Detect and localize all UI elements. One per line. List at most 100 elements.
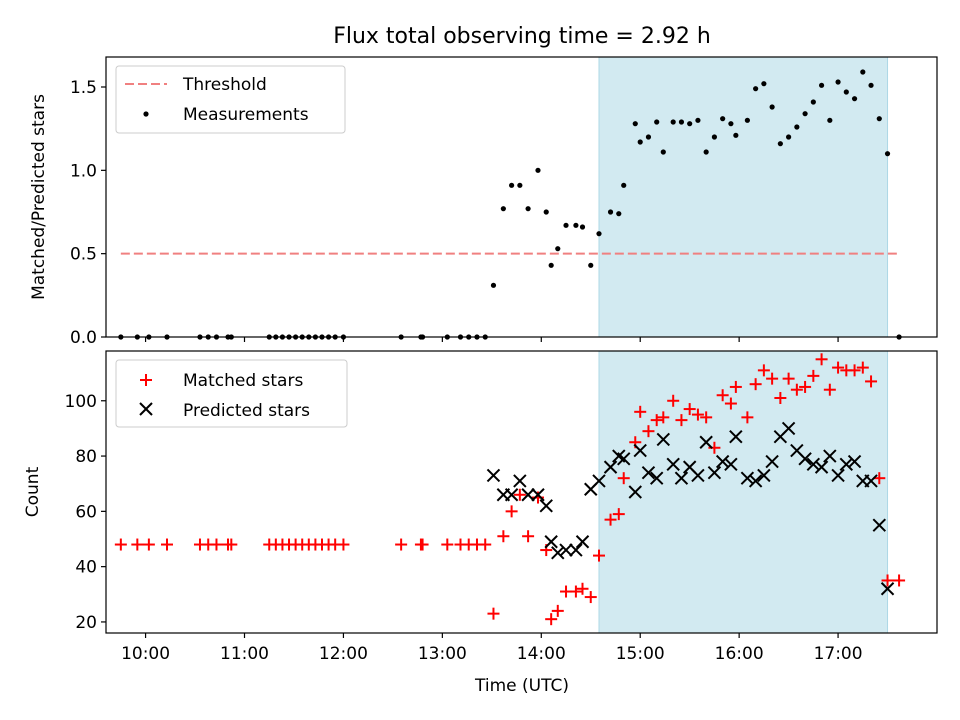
matched-star-point	[441, 538, 454, 551]
predicted-star-point	[531, 488, 545, 502]
bottom-panel: 20 40 60 80 100 10:00 11:00 12:00 13:00 14:00 15:…	[23, 350, 938, 696]
predicted-star-point	[656, 432, 671, 447]
predicted-star-point	[831, 468, 845, 483]
matched-star-point	[584, 591, 597, 604]
predicted-x-b	[559, 543, 573, 557]
predicted-x-b	[740, 471, 755, 485]
measurement-point	[500, 206, 506, 212]
measurement-point	[703, 149, 709, 155]
measurement-point	[802, 111, 808, 117]
measurement-point	[695, 117, 701, 123]
legend-threshold-label: Threshold	[182, 75, 267, 95]
matched-star-point	[749, 378, 762, 391]
bottom-y-tick-label: 100	[65, 392, 97, 412]
predicted-x-b	[798, 452, 812, 466]
predicted-x-b	[641, 465, 656, 480]
matched-star-point	[873, 472, 886, 485]
predicted-x-b	[617, 452, 631, 466]
predicted-x-b	[633, 443, 647, 458]
measurement-point	[525, 206, 531, 212]
predicted-star-point	[699, 435, 713, 449]
predicted-star-point	[872, 518, 886, 532]
matched-star-point	[142, 538, 155, 551]
matched-star-point	[522, 530, 535, 543]
predicted-x-b	[521, 488, 535, 502]
measurement-point	[835, 79, 841, 85]
measurement-point	[579, 224, 586, 230]
bottom-y-tick-label: 20	[75, 613, 97, 633]
measurement-point	[720, 116, 726, 122]
legend-matched-label: Matched stars	[183, 371, 303, 391]
predicted-star-point	[806, 457, 821, 472]
top-y-tick-label: 1.5	[70, 78, 97, 98]
predicted-star-point	[539, 499, 553, 513]
measurement-point	[843, 89, 849, 95]
predicted-star-point	[715, 454, 730, 469]
predicted-star-point	[839, 457, 854, 472]
matched-star-point	[823, 383, 836, 396]
predicted-star-point	[649, 471, 664, 485]
matched-star-point	[799, 380, 812, 393]
matched-star-point	[893, 574, 906, 587]
matched-star-point	[865, 375, 878, 388]
predicted-x-b	[839, 457, 854, 472]
predicted-x-b	[699, 435, 713, 449]
x-tick-label: 15:00	[616, 644, 665, 664]
matched-star-point	[881, 574, 894, 587]
top-panel: 0.0 0.5 1.0 1.5 Matched/Predicted stars Thr…	[29, 56, 938, 348]
measurement-point	[535, 167, 541, 173]
predicted-star-point	[674, 471, 689, 485]
predicted-x-b	[691, 468, 705, 483]
matched-star-point	[675, 414, 688, 427]
predicted-x-b	[575, 535, 590, 549]
matched-star-point	[131, 538, 144, 551]
matched-star-point	[774, 392, 787, 404]
predicted-star-point	[559, 543, 573, 557]
bottom-axes-frame	[105, 350, 938, 634]
measurement-point	[818, 82, 825, 88]
matched-star-point	[416, 538, 429, 551]
top-y-tick-label: 0.5	[70, 245, 97, 265]
chart-title: Flux total observing time = 2.92 h	[333, 24, 711, 49]
measurement-point	[868, 82, 874, 88]
predicted-star-point	[569, 543, 583, 557]
predicted-x-b	[551, 546, 565, 560]
measurement-point	[761, 81, 767, 87]
x-tick-label: 14:00	[517, 644, 566, 664]
matched-star-point	[487, 607, 500, 620]
matched-star-point	[667, 394, 680, 407]
matched-star-point	[210, 538, 223, 551]
predicted-star-point	[504, 488, 519, 502]
matched-star-point	[545, 613, 558, 626]
matched-star-point	[832, 361, 845, 374]
matched-star-point	[513, 488, 526, 501]
matched-star-point	[592, 549, 605, 562]
top-y-ticks: 0.0 0.5 1.0 1.5	[70, 78, 106, 348]
matched-star-point	[634, 405, 647, 418]
predicted-star-point	[781, 421, 796, 436]
measurement-point	[555, 246, 561, 252]
legend-matched-swatch	[140, 374, 152, 386]
matched-star-point	[700, 411, 713, 424]
predicted-star-point	[691, 468, 705, 483]
measurement-point	[654, 119, 660, 125]
predicted-x-b	[765, 454, 779, 469]
top-legend: Threshold Measurements	[115, 65, 346, 134]
predicted-x-b	[513, 474, 527, 488]
top-y-tick-label: 1.0	[70, 161, 97, 181]
bottom-y-tick-label: 80	[75, 447, 97, 467]
measurement-point	[588, 262, 594, 268]
matched-star-point	[642, 425, 655, 438]
measurement-point	[810, 99, 816, 105]
matched-star-point	[604, 513, 617, 526]
predicted-star-point	[748, 474, 763, 488]
matched-star-point	[551, 604, 564, 617]
matched-star-point	[576, 582, 589, 595]
predicted-star-point	[544, 535, 558, 549]
predicted-x-b	[831, 468, 845, 483]
matched-star-point	[807, 369, 820, 382]
matched-star-point	[395, 538, 408, 551]
matched-star-point	[479, 538, 492, 551]
bottom-y-tick-label: 60	[75, 502, 97, 522]
